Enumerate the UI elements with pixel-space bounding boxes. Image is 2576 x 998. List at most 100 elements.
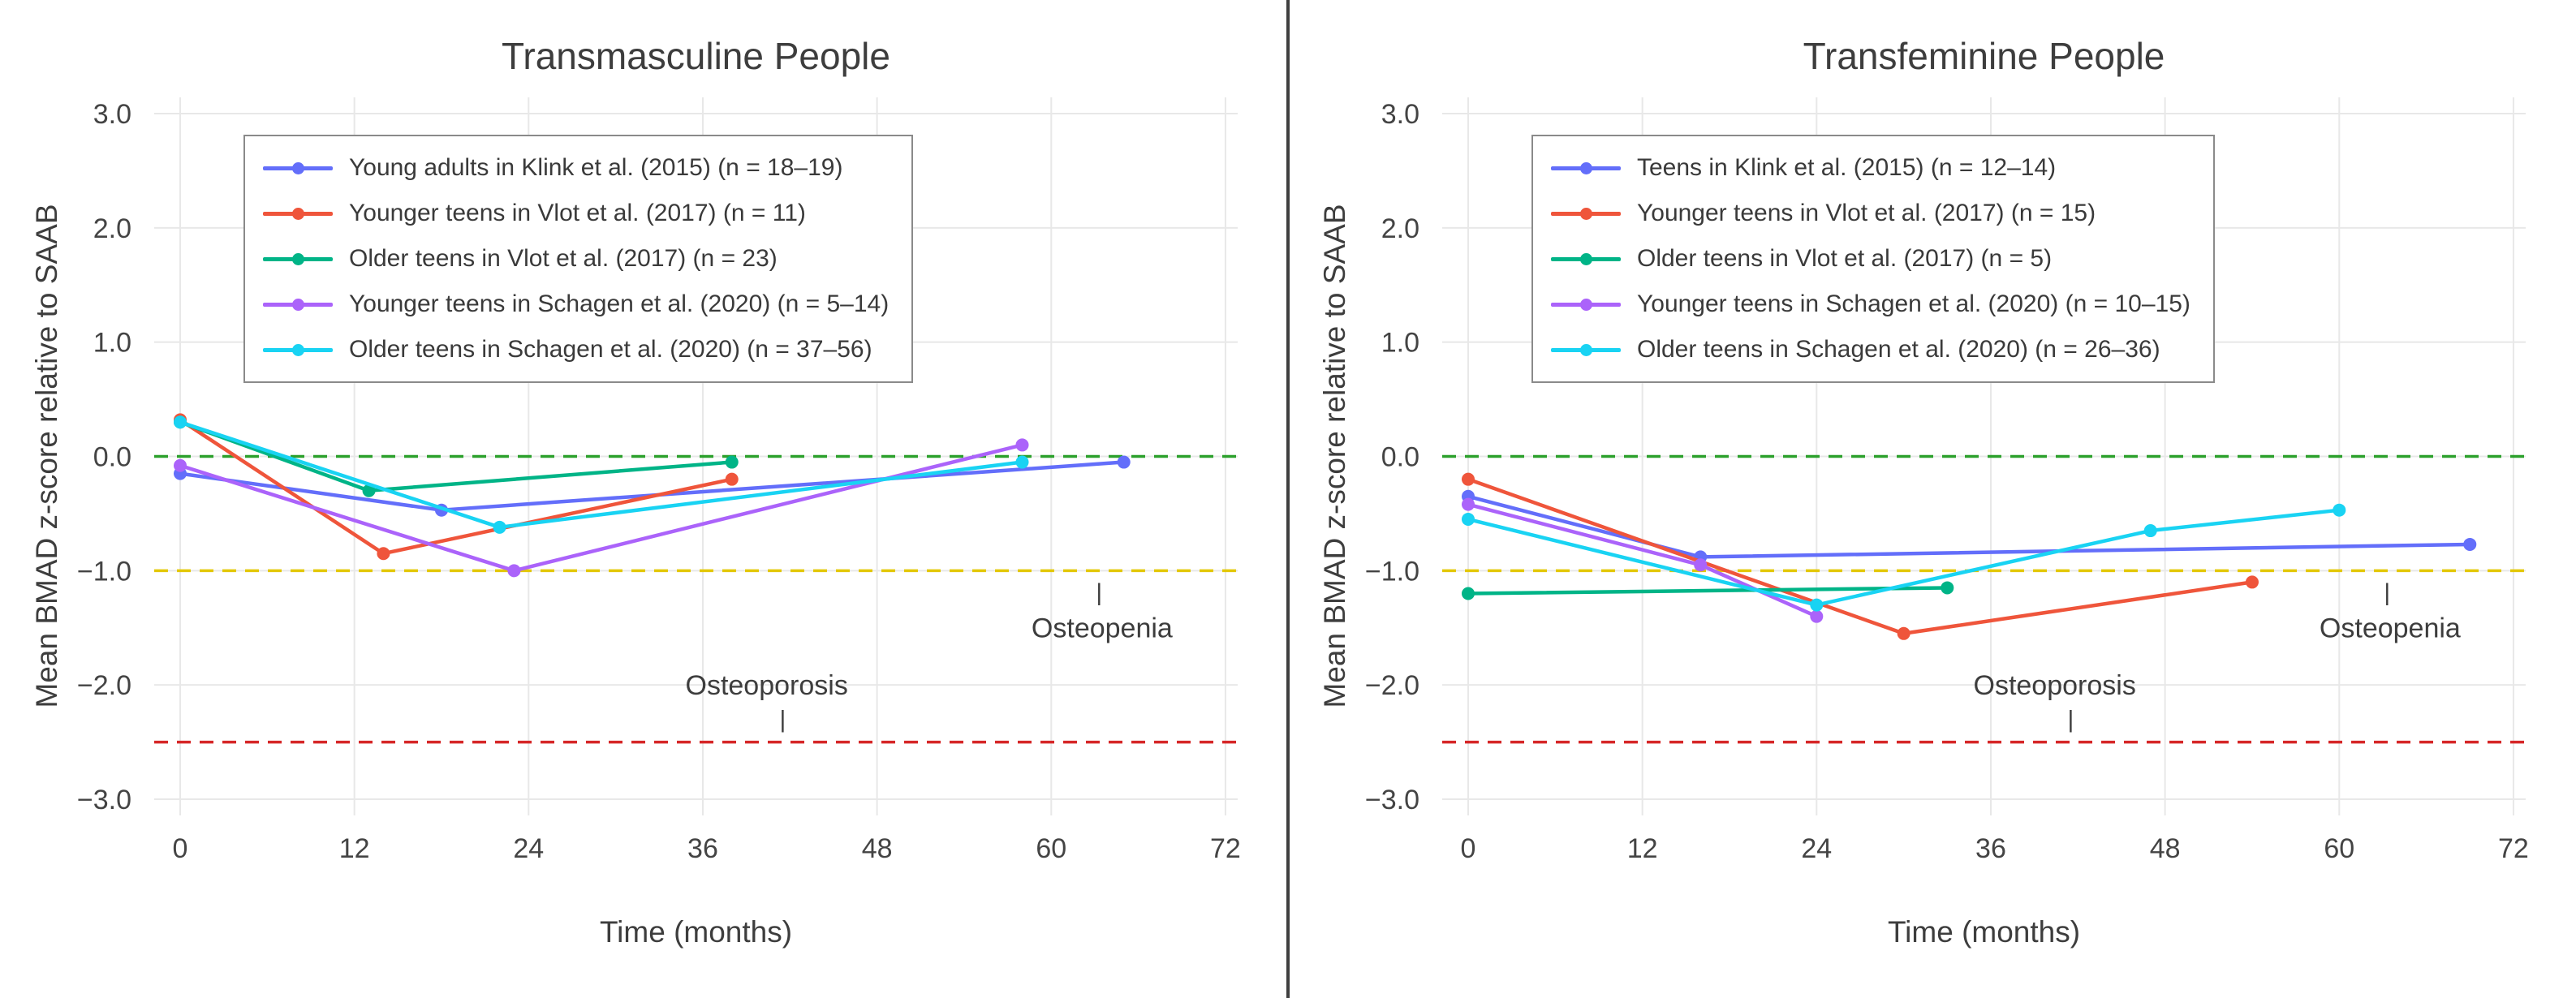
x-tick-label: 0 — [1461, 833, 1476, 864]
data-point-marker — [1462, 587, 1475, 600]
legend-item[interactable]: Older teens in Vlot et al. (2017) (n = 5… — [1551, 240, 2190, 277]
annotation-pointer-tick: | — [2384, 579, 2390, 606]
legend-line-marker-swatch — [263, 161, 333, 175]
data-point-marker — [1462, 472, 1475, 486]
chart-legend: Teens in Klink et al. (2015) (n = 12–14)… — [1531, 135, 2215, 383]
y-axis-title: Mean BMAD z-score relative to SAAB — [30, 204, 63, 708]
data-point-marker — [377, 547, 390, 561]
x-tick-label: 48 — [862, 833, 893, 864]
legend-item[interactable]: Younger teens in Schagen et al. (2020) (… — [263, 286, 889, 323]
data-point-marker — [174, 415, 187, 429]
x-axis-title: Time (months) — [599, 915, 793, 949]
chart-panel-transfeminine: Transfeminine People 0 12 24 36 48 60 72 3.0 2.0… — [1288, 0, 2576, 998]
data-point-marker — [362, 484, 376, 497]
legend-item[interactable]: Younger teens in Vlot et al. (2017) (n =… — [1551, 195, 2190, 232]
legend-label: Older teens in Schagen et al. (2020) (n … — [1637, 336, 2160, 363]
annotation-label: Osteopenia — [2320, 613, 2461, 644]
x-tick-label: 24 — [513, 833, 544, 864]
legend-label: Older teens in Schagen et al. (2020) (n … — [349, 336, 872, 363]
legend-item[interactable]: Younger teens in Vlot et al. (2017) (n =… — [263, 195, 889, 232]
legend-item[interactable]: Teens in Klink et al. (2015) (n = 12–14) — [1551, 149, 2190, 187]
data-point-marker — [1462, 512, 1475, 526]
x-tick-label: 12 — [1627, 833, 1658, 864]
y-tick-label: −3.0 — [1365, 785, 1419, 815]
legend-item[interactable]: Older teens in Vlot et al. (2017) (n = 2… — [263, 240, 889, 277]
x-tick-label: 12 — [339, 833, 370, 864]
annotation-label: Osteoporosis — [686, 670, 848, 701]
y-axis-title: Mean BMAD z-score relative to SAAB — [1318, 204, 1351, 708]
data-point-marker — [1897, 626, 1910, 640]
data-point-marker — [2245, 575, 2259, 589]
series-line — [1466, 477, 2255, 636]
legend-line-marker-swatch — [1551, 252, 1621, 266]
legend-line-marker-swatch — [1551, 161, 1621, 175]
y-tick-label: 2.0 — [93, 213, 131, 244]
legend-label: Younger teens in Schagen et al. (2020) (… — [349, 290, 890, 317]
legend-label: Older teens in Vlot et al. (2017) (n = 5… — [1637, 245, 2053, 272]
legend-label: Older teens in Vlot et al. (2017) (n = 2… — [349, 245, 778, 272]
y-tick-label: −2.0 — [1365, 670, 1419, 701]
x-tick-label: 24 — [1801, 833, 1832, 864]
legend-line-marker-swatch — [263, 298, 333, 312]
legend-line-marker-swatch — [1551, 343, 1621, 357]
chart-panel-transmasculine: Transmasculine People 0 12 24 36 48 60 72 3.0 2.… — [30, 35, 1241, 949]
annotation-pointer-tick: | — [779, 706, 786, 733]
data-point-marker — [493, 520, 506, 534]
transfeminine-chart: 0 12 24 36 48 60 72 3.0 2.0 1.0 0.0 −1.0 −2.0 −3.0 Ost… — [1365, 97, 2529, 864]
data-point-marker — [1462, 497, 1475, 511]
data-point-marker — [725, 455, 739, 469]
x-tick-label: 60 — [2324, 833, 2354, 864]
legend-item[interactable]: Older teens in Schagen et al. (2020) (n … — [1551, 331, 2190, 368]
x-tick-label: 48 — [2150, 833, 2181, 864]
x-tick-label: 0 — [173, 833, 188, 864]
x-tick-label: 36 — [687, 833, 718, 864]
data-point-marker — [2333, 503, 2346, 517]
legend-label: Young adults in Klink et al. (2015) (n =… — [349, 154, 843, 181]
data-point-marker — [1015, 438, 1029, 452]
annotation-label: Osteoporosis — [1974, 670, 2136, 701]
annotation-label: Osteopenia — [1032, 613, 1173, 644]
legend-item[interactable]: Young adults in Klink et al. (2015) (n =… — [263, 149, 889, 187]
chart-title: Transmasculine People — [502, 35, 890, 77]
data-point-marker — [1810, 598, 1824, 612]
data-point-marker — [1694, 558, 1708, 572]
series-line — [1466, 508, 2341, 607]
y-tick-label: 3.0 — [93, 99, 131, 130]
series-line — [1466, 586, 1949, 596]
data-point-marker — [1015, 455, 1029, 469]
data-point-marker — [2143, 524, 2157, 538]
x-axis-title: Time (months) — [1887, 915, 2081, 949]
legend-label: Younger teens in Schagen et al. (2020) (… — [1637, 290, 2190, 317]
data-point-marker — [507, 564, 521, 578]
legend-item[interactable]: Older teens in Schagen et al. (2020) (n … — [263, 331, 889, 368]
chart-legend: Young adults in Klink et al. (2015) (n =… — [243, 135, 914, 383]
annotation-pointer-tick: | — [1096, 579, 1102, 606]
y-tick-label: 0.0 — [1381, 442, 1419, 473]
annotation-pointer-tick: | — [2067, 706, 2074, 733]
y-tick-label: −1.0 — [77, 556, 131, 587]
legend-line-marker-swatch — [263, 343, 333, 357]
chart-title: Transfeminine People — [1803, 35, 2165, 77]
legend-line-marker-swatch — [263, 207, 333, 221]
x-tick-label: 60 — [1036, 833, 1066, 864]
data-point-marker — [1810, 609, 1824, 623]
legend-label: Teens in Klink et al. (2015) (n = 12–14) — [1637, 154, 2057, 181]
legend-line-marker-swatch — [263, 252, 333, 266]
y-tick-label: 1.0 — [93, 328, 131, 359]
legend-label: Younger teens in Vlot et al. (2017) (n =… — [349, 200, 806, 226]
series-line — [1466, 494, 2472, 559]
y-tick-label: 0.0 — [93, 442, 131, 473]
legend-item[interactable]: Younger teens in Schagen et al. (2020) (… — [1551, 286, 2190, 323]
panel-divider — [1286, 0, 1290, 998]
data-point-marker — [2463, 537, 2477, 551]
data-point-marker — [174, 458, 187, 472]
x-tick-label: 72 — [1210, 833, 1241, 864]
legend-line-marker-swatch — [1551, 298, 1621, 312]
y-tick-label: −2.0 — [77, 670, 131, 701]
y-tick-label: 1.0 — [1381, 328, 1419, 359]
data-point-marker — [1117, 455, 1131, 469]
y-tick-label: 3.0 — [1381, 99, 1419, 130]
y-tick-label: 2.0 — [1381, 213, 1419, 244]
x-tick-label: 36 — [1975, 833, 2006, 864]
